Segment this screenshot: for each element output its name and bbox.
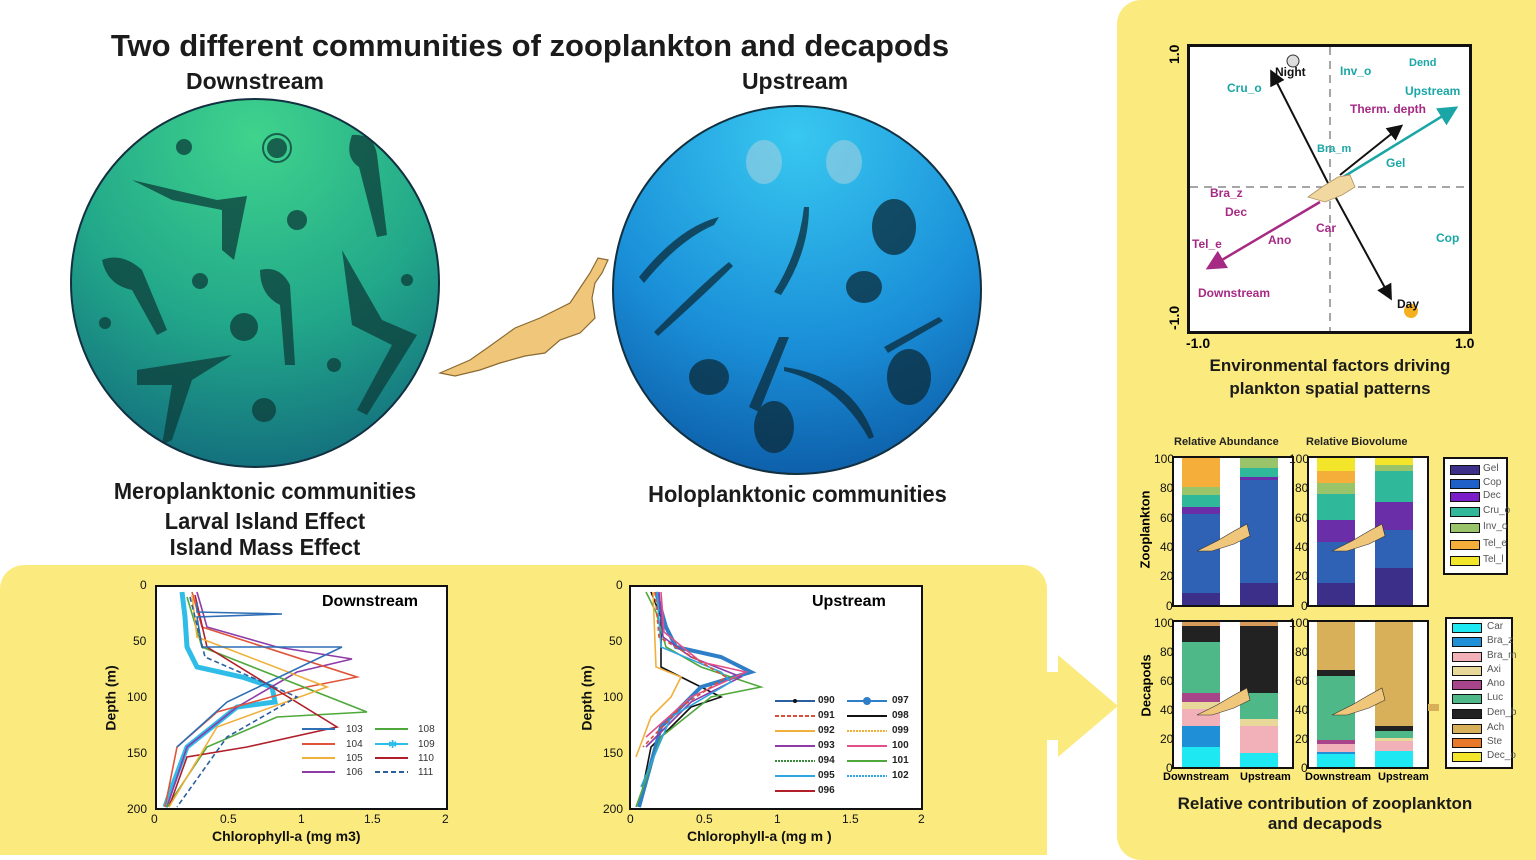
downstream-caption-line-3: Island Mass Effect <box>169 534 361 560</box>
downstream-heading: Downstream <box>185 68 325 94</box>
upstream-x-axis-label: Chlorophyll-a (mg m ) <box>687 828 832 844</box>
zooplankton-row-label: Zooplankton <box>1137 490 1153 569</box>
pca-label-day: Day <box>1397 297 1420 311</box>
pca-label-upstream: Upstream <box>1405 84 1461 98</box>
pca-title-line-2: plankton spatial patterns <box>1229 379 1431 398</box>
larvae-silhouettes-icon <box>99 133 417 445</box>
relative-contribution-caption-1: Relative contribution of zooplankton <box>1177 794 1473 813</box>
downstream-caption-line-1: Meroplanktonic communities <box>113 478 417 504</box>
downstream-chart-title: Downstream <box>322 593 419 610</box>
upstream-profile-lines <box>635 591 765 808</box>
upstream-caption: Holoplanktonic communities <box>648 481 947 507</box>
pca-label-night: Night <box>1275 65 1306 79</box>
zooplankton-legend: Gel Cop Dec Cru_o Inv_o Tel_e Tel_l <box>1443 457 1510 575</box>
downstream-profile-lines <box>162 591 368 808</box>
decapods-legend: Car Bra_z Bra_m Axi Ano Luc Den_b Ach St… <box>1445 617 1516 769</box>
downstream-community-illustration <box>70 98 440 468</box>
upstream-chart-title: Upstream <box>812 593 886 610</box>
decapods-abundance-bars <box>1172 620 1294 769</box>
flow-arrow-icon <box>1040 655 1118 757</box>
pca-label-therm: Therm. depth <box>1350 102 1427 116</box>
island-map-icon <box>438 257 609 377</box>
page-title: Two different communities of zooplankton… <box>110 28 950 63</box>
pca-title-line-1: Environmental factors driving <box>1209 356 1451 375</box>
upstream-community-illustration <box>612 105 982 475</box>
zooplankton-biovolume-bars <box>1307 456 1429 607</box>
downstream-y-axis-label: Depth (m) <box>102 665 119 731</box>
zooplankton-abundance-bars <box>1172 456 1294 607</box>
downstream-x-axis-label: Chlorophyll-a (mg m3) <box>212 828 361 844</box>
holoplankton-silhouettes-icon <box>639 140 943 453</box>
downstream-caption-line-2: Larval Island Effect <box>164 508 366 534</box>
upstream-heading: Upstream <box>741 68 849 94</box>
svg-text:✱: ✱ <box>388 739 397 751</box>
relative-contribution-caption-2: and decapods <box>1267 814 1383 833</box>
upstream-y-axis-label: Depth (m) <box>578 665 595 731</box>
decapods-row-label: Decapods <box>1138 654 1154 717</box>
pca-vectors <box>1190 47 1469 331</box>
decapods-biovolume-bars <box>1307 620 1439 769</box>
pca-label-downstream: Downstream <box>1198 286 1271 300</box>
